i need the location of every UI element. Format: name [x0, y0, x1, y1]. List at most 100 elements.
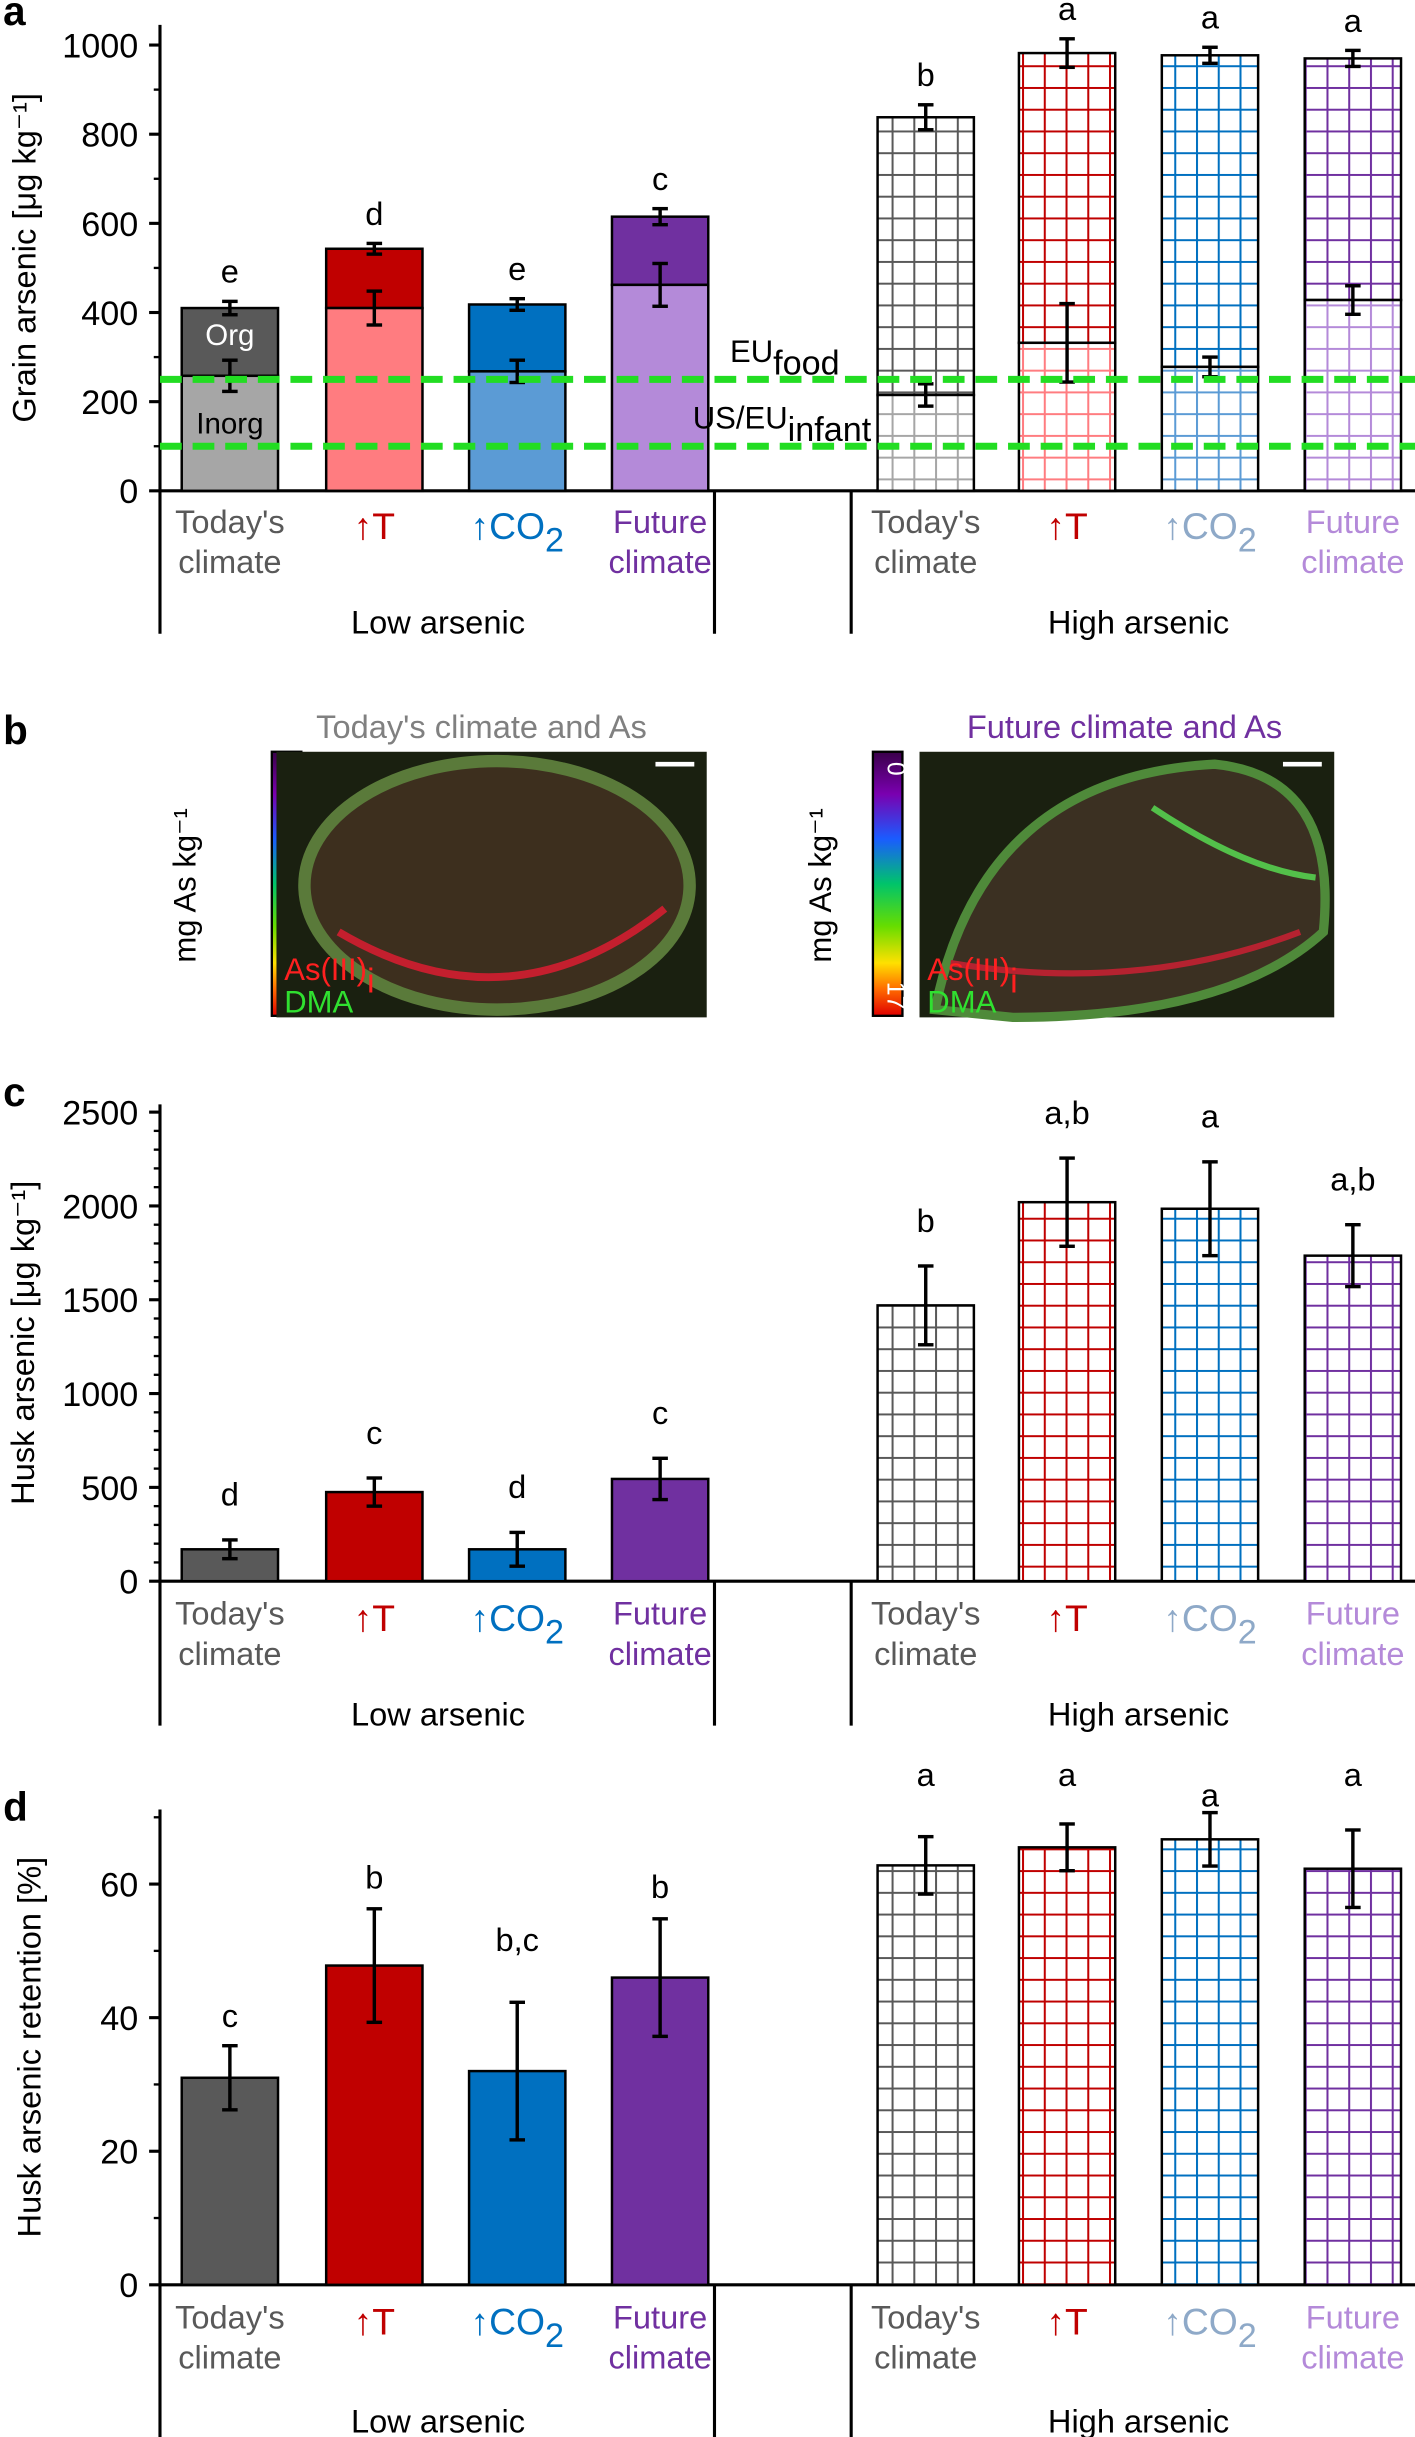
category-label: climate — [608, 543, 711, 580]
category-label: climate — [874, 2339, 977, 2376]
bar-inorg — [467, 370, 567, 493]
significance-letter: a — [1201, 1098, 1220, 1135]
threshold-label-eu-food: EUfood — [730, 334, 840, 382]
category-label: Today's — [175, 2298, 285, 2335]
bar-inorg — [1160, 365, 1260, 493]
category-label: Future — [613, 503, 707, 540]
bar-inorg — [1303, 298, 1403, 493]
bar-org — [876, 116, 976, 397]
y-tick-label: 2500 — [62, 1095, 138, 1133]
category-label: ↑CO2 — [1163, 2301, 1257, 2355]
significance-letter: a — [1058, 1756, 1077, 1793]
significance-letter: b — [917, 56, 935, 93]
category-label: ↑CO2 — [1163, 1597, 1257, 1651]
panel-letter: a — [3, 0, 26, 34]
significance-letter: c — [222, 1997, 238, 2034]
y-tick-label: 2000 — [62, 1188, 138, 1226]
category-label: climate — [178, 2339, 281, 2376]
threshold-label-infant: US/EUinfant — [693, 401, 872, 449]
stack-label-org: Org — [205, 319, 254, 352]
significance-letter: c — [652, 160, 668, 197]
panel-letter: c — [3, 1069, 25, 1115]
group-label-high: High arsenic — [1048, 604, 1229, 641]
category-label: climate — [608, 2339, 711, 2376]
panel-letter: d — [3, 1783, 28, 1829]
category-label: ↑T — [354, 2301, 395, 2343]
scale-axis-label: mg As kg⁻¹ — [168, 808, 203, 962]
color-scale-bar — [871, 750, 904, 1017]
y-tick-label: 40 — [100, 2000, 138, 2038]
significance-letter: a — [1201, 0, 1220, 36]
category-label: Future — [613, 1595, 707, 1632]
category-label: Future — [1306, 503, 1400, 540]
y-axis-label: Grain arsenic [μg kg⁻¹] — [6, 93, 43, 423]
bar — [1160, 1207, 1260, 1583]
category-label: ↑T — [1046, 505, 1087, 547]
bar-org — [1303, 57, 1403, 302]
category-label: Today's — [175, 1595, 285, 1632]
category-label: ↑CO2 — [470, 505, 564, 559]
scale-min-label: 17 — [882, 982, 909, 1010]
legend-dma: DMA — [927, 985, 996, 1020]
image-title: Today's climate and As — [316, 708, 647, 745]
significance-letter: a,b — [1330, 1161, 1375, 1198]
significance-letter: b — [917, 1202, 935, 1239]
panel-a-scale: a 0 200 400 600 800 1000 Grain arsenic [μg kg⁻¹… — [3, 0, 1415, 641]
grain-outline — [298, 754, 696, 1016]
significance-letter: b — [651, 1868, 669, 1905]
category-label: ↑T — [354, 505, 395, 547]
y-tick-label: 1000 — [62, 27, 138, 65]
category-label: Today's — [871, 2298, 981, 2335]
panel-d-scale: d 0 20 40 60 Husk arsenic retention [%] c b b,c b… — [3, 1756, 1415, 2437]
bar — [180, 2076, 280, 2287]
category-label: Future — [1306, 2298, 1400, 2335]
chart-grain-arsenic: a 0 200 400 600 800 1000 Grain arsenic [μg kg⁻¹… — [3, 0, 1415, 641]
chart-husk-retention: d 0 20 40 60 Husk arsenic retention [%] c b b,c b… — [3, 1756, 1415, 2437]
image-title: Future climate and As — [967, 708, 1282, 745]
group-label-high: High arsenic — [1048, 1696, 1229, 1733]
category-label: climate — [1301, 2339, 1404, 2376]
bar — [1017, 1846, 1117, 2287]
category-label: climate — [1301, 543, 1404, 580]
significance-letter: c — [366, 1414, 382, 1451]
panel-letter: b — [3, 707, 28, 753]
category-label: ↑T — [354, 1597, 395, 1639]
bar — [1303, 1254, 1403, 1583]
panel-b-scale: b 0 mg As kg⁻¹ Today's climate and As As(III… — [3, 707, 1335, 1023]
significance-letter: e — [508, 250, 526, 287]
y-tick-label: 0 — [119, 1564, 138, 1602]
y-tick-label: 800 — [81, 117, 138, 155]
bar — [876, 1304, 976, 1583]
y-tick-label: 600 — [81, 206, 138, 244]
category-label: climate — [178, 1635, 281, 1672]
significance-letter: b,c — [495, 1921, 539, 1958]
panel-c-scale: c 0 500 1000 1500 2000 2500 Husk arsenic [μg kg… — [3, 1069, 1415, 1733]
y-tick-label: 1000 — [62, 1376, 138, 1414]
arsenic-signal — [950, 929, 1302, 977]
y-tick-label: 1500 — [62, 1282, 138, 1320]
scale-max-label: 0 — [882, 762, 909, 776]
significance-letter: a — [1344, 2, 1363, 39]
bar — [876, 1864, 976, 2287]
category-label: ↑CO2 — [470, 1597, 564, 1651]
category-label: Future — [613, 2298, 707, 2335]
category-label: ↑T — [1046, 1597, 1087, 1639]
category-label: ↑T — [1046, 2301, 1087, 2343]
bar — [1017, 1200, 1117, 1583]
category-label: climate — [1301, 1635, 1404, 1672]
stack-label-inorg: Inorg — [196, 407, 263, 440]
y-tick-label: 60 — [100, 1867, 138, 1905]
category-label: climate — [874, 543, 977, 580]
bar-org — [1160, 54, 1260, 369]
category-label: climate — [178, 543, 281, 580]
significance-letter: d — [221, 1476, 239, 1513]
category-label: Today's — [871, 1595, 981, 1632]
significance-letter: b — [365, 1859, 383, 1896]
significance-letter: a,b — [1044, 1094, 1089, 1131]
bar-inorg — [180, 374, 280, 493]
significance-letter: a — [917, 1756, 936, 1793]
y-tick-label: 0 — [119, 473, 138, 511]
category-label: ↑CO2 — [1163, 505, 1257, 559]
bar — [1303, 1867, 1403, 2287]
dma-signal — [1150, 805, 1316, 881]
